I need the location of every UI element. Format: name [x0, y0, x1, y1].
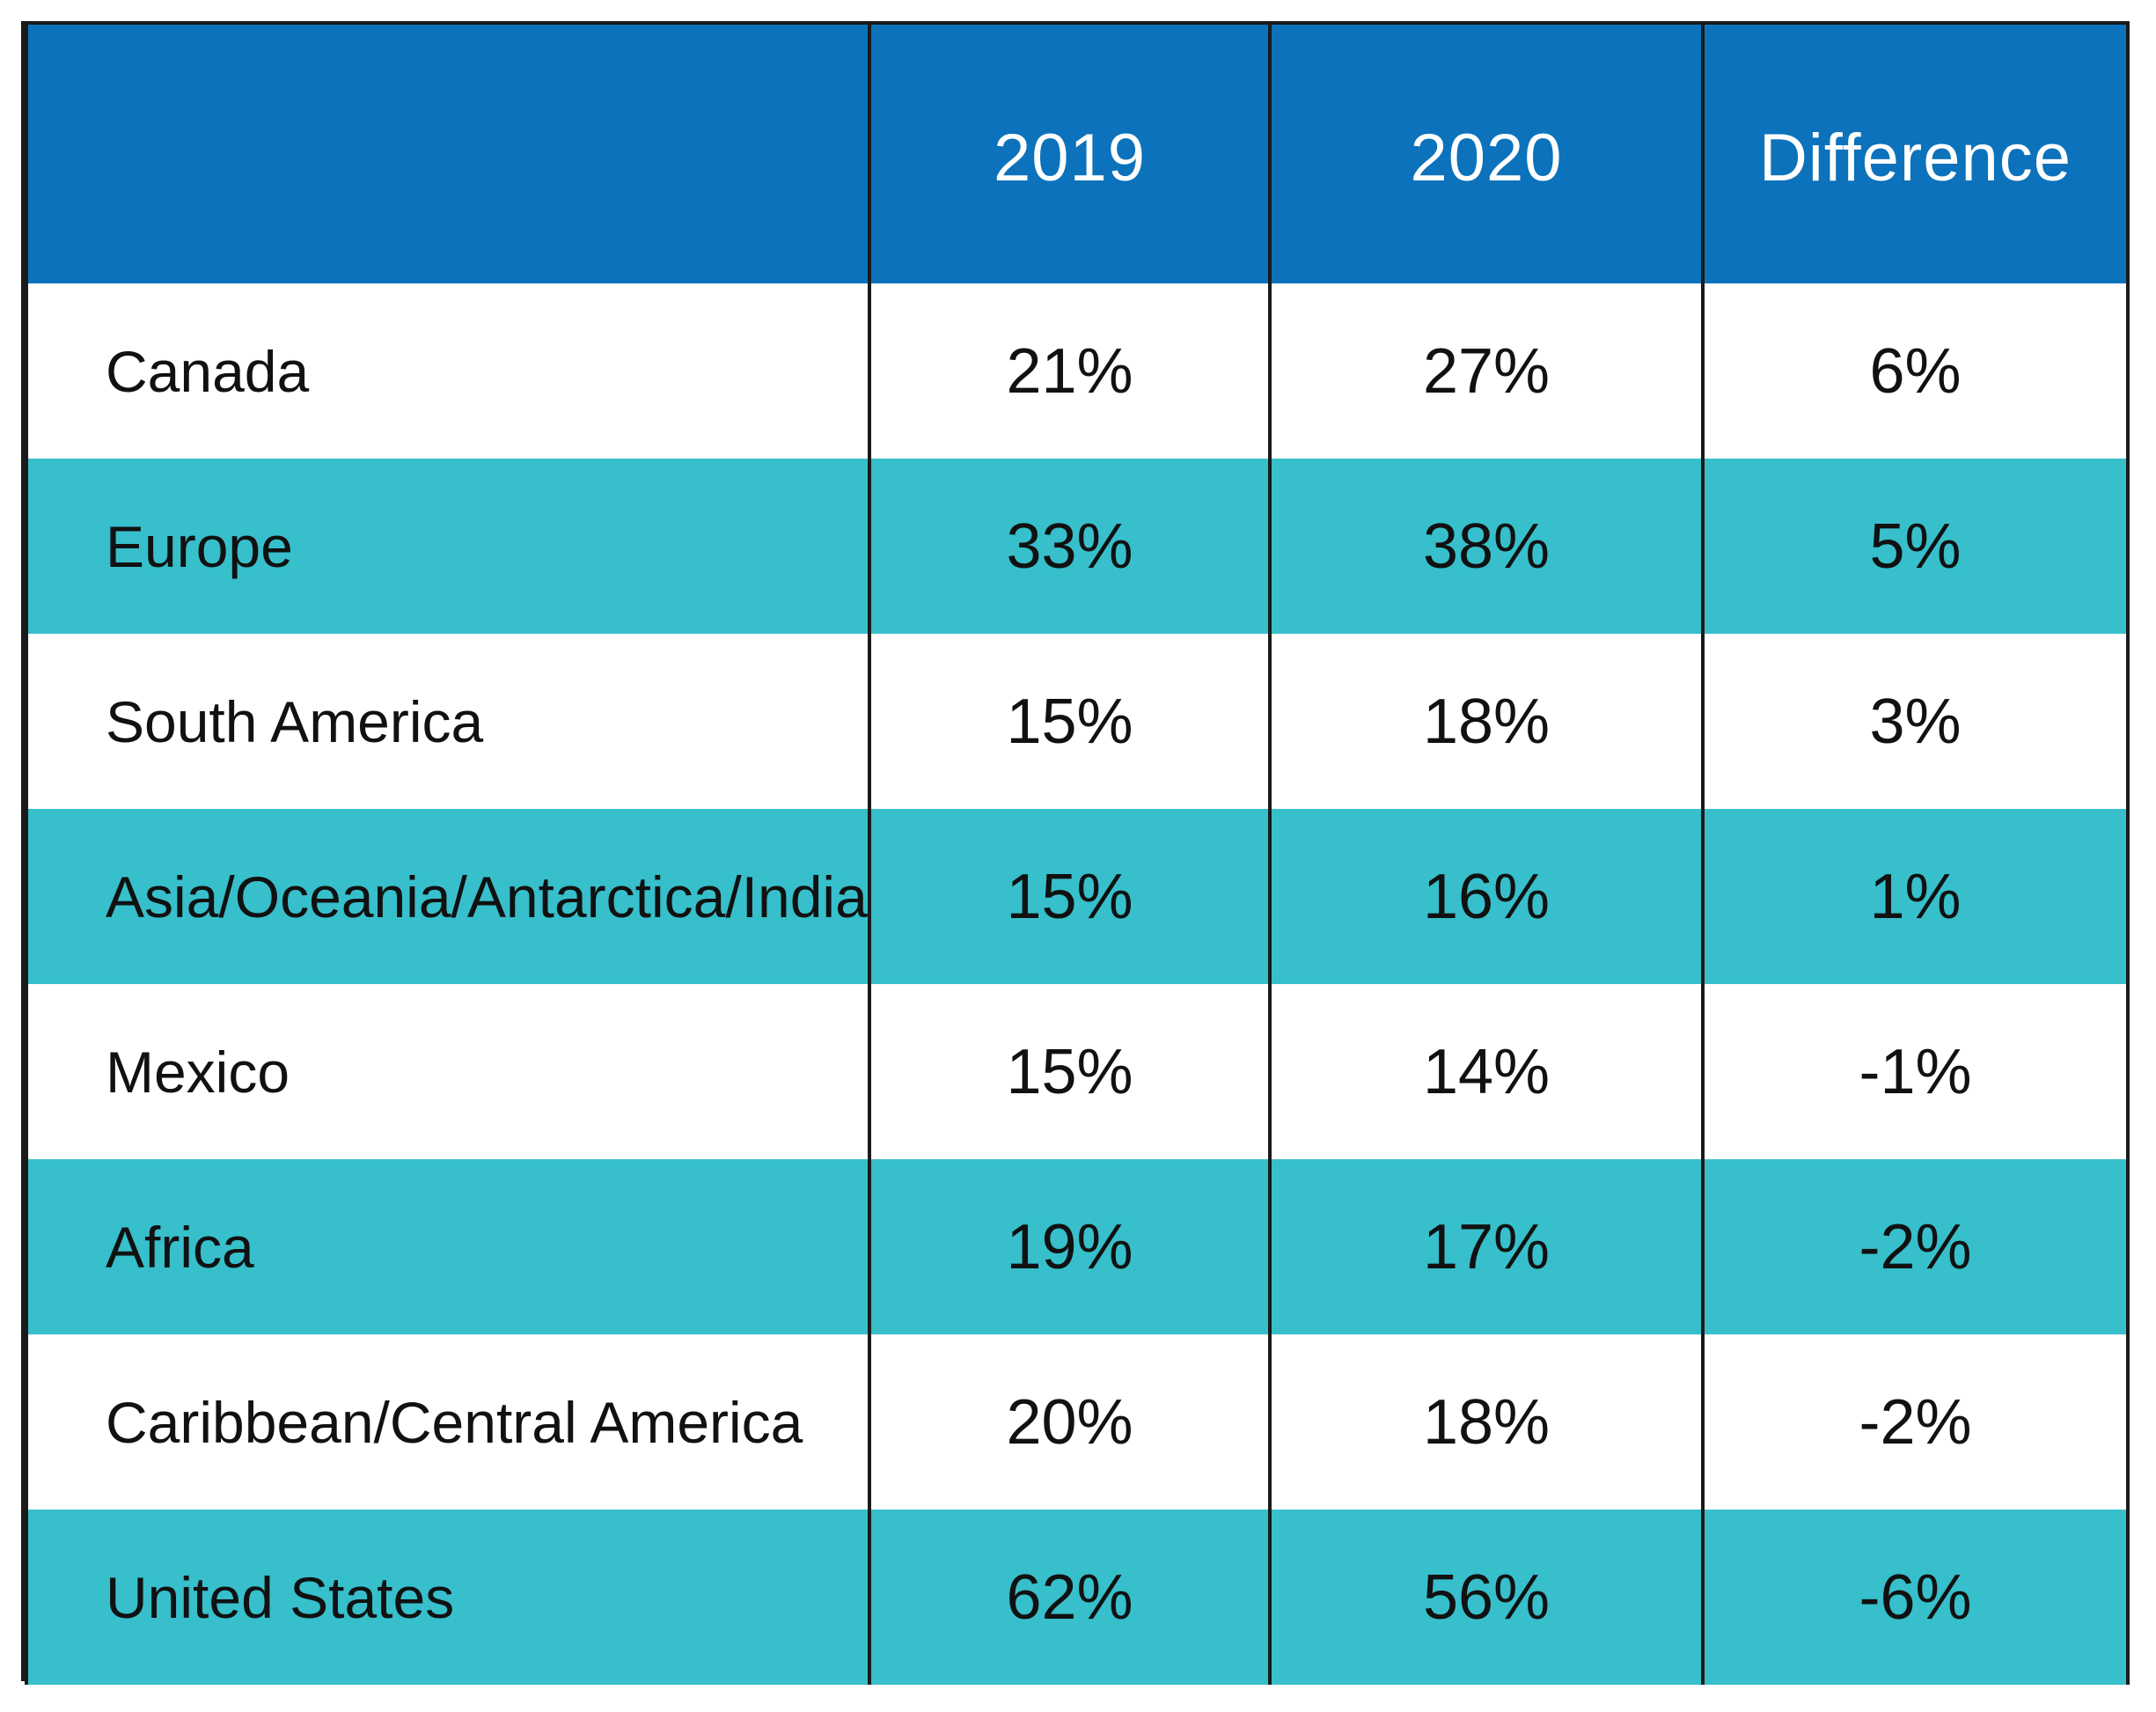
value-2020-cell: 16% — [1268, 809, 1705, 984]
difference-cell: 6% — [1701, 283, 2130, 459]
value-2019-cell: 21% — [868, 283, 1272, 459]
table-row: Africa 19% 17% -2% — [25, 1159, 2130, 1334]
header-cell-difference: Difference — [1701, 25, 2130, 283]
region-cell: Canada — [25, 283, 871, 459]
value-2019-cell: 62% — [868, 1510, 1272, 1685]
value-2020-cell: 38% — [1268, 459, 1705, 634]
region-cell: Mexico — [25, 984, 871, 1159]
value-2019-cell: 15% — [868, 984, 1272, 1159]
table-row: South America 15% 18% 3% — [25, 634, 2130, 809]
value-2020-cell: 18% — [1268, 634, 1705, 809]
table-row: Caribbean/Central America 20% 18% -2% — [25, 1334, 2130, 1510]
header-row: 2019 2020 Difference — [25, 25, 2130, 283]
header-cell-2020: 2020 — [1268, 25, 1705, 283]
region-cell: Caribbean/Central America — [25, 1334, 871, 1510]
difference-cell: -2% — [1701, 1334, 2130, 1510]
value-2020-cell: 27% — [1268, 283, 1705, 459]
region-cell: Asia/Oceania/Antarctica/India — [25, 809, 871, 984]
difference-cell: 3% — [1701, 634, 2130, 809]
table-row: United States 62% 56% -6% — [25, 1510, 2130, 1685]
value-2019-cell: 15% — [868, 809, 1272, 984]
value-2020-cell: 17% — [1268, 1159, 1705, 1334]
region-cell: Europe — [25, 459, 871, 634]
region-cell: United States — [25, 1510, 871, 1685]
difference-cell: -1% — [1701, 984, 2130, 1159]
difference-cell: -2% — [1701, 1159, 2130, 1334]
region-cell: Africa — [25, 1159, 871, 1334]
difference-cell: 5% — [1701, 459, 2130, 634]
table-row: Canada 21% 27% 6% — [25, 283, 2130, 459]
value-2020-cell: 18% — [1268, 1334, 1705, 1510]
data-table: 2019 2020 Difference Canada 21% 27% 6% E… — [21, 21, 2130, 1685]
region-cell: South America — [25, 634, 871, 809]
value-2020-cell: 56% — [1268, 1510, 1705, 1685]
header-cell-region — [25, 25, 871, 283]
table-row: Mexico 15% 14% -1% — [25, 984, 2130, 1159]
difference-cell: 1% — [1701, 809, 2130, 984]
table-row: Europe 33% 38% 5% — [25, 459, 2130, 634]
region-comparison-table: 2019 2020 Difference Canada 21% 27% 6% E… — [25, 25, 2130, 1685]
value-2019-cell: 20% — [868, 1334, 1272, 1510]
table-row: Asia/Oceania/Antarctica/India 15% 16% 1% — [25, 809, 2130, 984]
difference-cell: -6% — [1701, 1510, 2130, 1685]
value-2019-cell: 15% — [868, 634, 1272, 809]
value-2020-cell: 14% — [1268, 984, 1705, 1159]
value-2019-cell: 33% — [868, 459, 1272, 634]
value-2019-cell: 19% — [868, 1159, 1272, 1334]
header-cell-2019: 2019 — [868, 25, 1272, 283]
